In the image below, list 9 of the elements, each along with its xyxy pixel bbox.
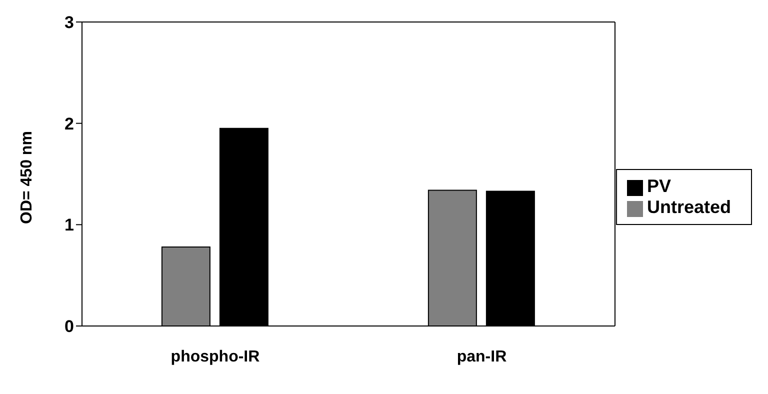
x-tick-label: phospho-IR <box>170 348 260 366</box>
y-tick-label: 0 <box>64 317 74 336</box>
legend-label: Untreated <box>646 197 731 217</box>
legend-label: PV <box>646 176 671 196</box>
y-axis-title: OD= 450 nm <box>18 131 36 224</box>
y-tick-label: 1 <box>64 216 74 235</box>
x-tick-label: pan-IR <box>456 348 508 366</box>
y-tick-label: 2 <box>64 114 74 134</box>
y-tick-label: 3 <box>64 13 74 32</box>
